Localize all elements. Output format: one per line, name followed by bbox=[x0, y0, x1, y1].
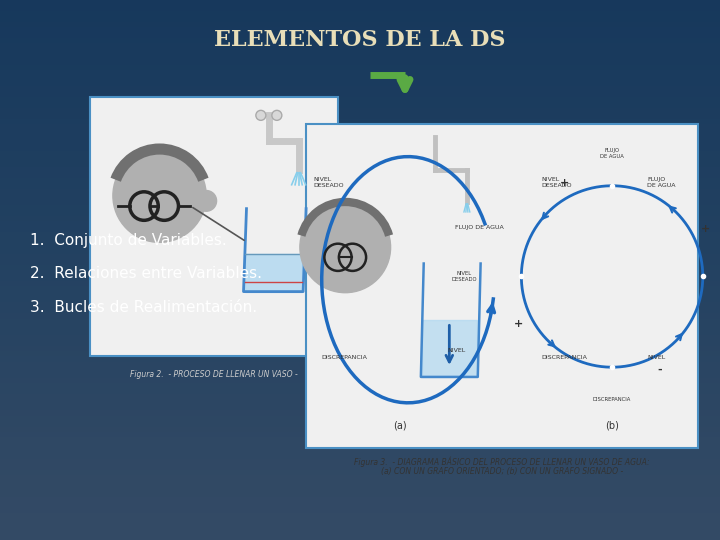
Circle shape bbox=[256, 110, 266, 120]
Circle shape bbox=[272, 110, 282, 120]
Circle shape bbox=[196, 191, 217, 211]
Text: DISCREPANCIA: DISCREPANCIA bbox=[541, 355, 588, 360]
Text: FLUJO
DE AGUA: FLUJO DE AGUA bbox=[647, 177, 676, 188]
Text: ELEMENTOS DE LA DS: ELEMENTOS DE LA DS bbox=[215, 29, 505, 51]
Text: (a) CON UN GRAFO ORIENTADO; (b) CON UN GRAFO SIGNADO -: (a) CON UN GRAFO ORIENTADO; (b) CON UN G… bbox=[381, 467, 624, 476]
Text: FLUJO
DE AGUA: FLUJO DE AGUA bbox=[600, 148, 624, 159]
Text: NIVEL
DESEADO: NIVEL DESEADO bbox=[451, 271, 477, 282]
Text: NIVEL: NIVEL bbox=[647, 355, 665, 360]
Text: DISCREPANCIA: DISCREPANCIA bbox=[322, 355, 368, 360]
Polygon shape bbox=[422, 320, 477, 377]
Text: FLUJO DE AGUA: FLUJO DE AGUA bbox=[455, 225, 504, 231]
Text: +: + bbox=[514, 319, 523, 329]
Text: 2.  Relaciones entre Variables.: 2. Relaciones entre Variables. bbox=[30, 267, 262, 281]
Text: -: - bbox=[657, 365, 662, 375]
Text: +: + bbox=[701, 224, 710, 234]
Circle shape bbox=[300, 202, 391, 293]
FancyBboxPatch shape bbox=[90, 97, 338, 356]
Circle shape bbox=[113, 149, 206, 242]
Text: NIVEL
DESEADO: NIVEL DESEADO bbox=[314, 177, 344, 188]
Text: (b): (b) bbox=[605, 421, 619, 430]
Text: (a): (a) bbox=[393, 421, 407, 430]
Text: Figura 3.  - DIAGRAMA BÁSICO DEL PROCESO DE LLENAR UN VASO DE AGUA:: Figura 3. - DIAGRAMA BÁSICO DEL PROCESO … bbox=[354, 456, 650, 467]
Text: 1.  Conjunto de Variables.: 1. Conjunto de Variables. bbox=[30, 233, 227, 247]
Text: NIVEL
DESEADO: NIVEL DESEADO bbox=[541, 177, 572, 188]
Text: NIVEL: NIVEL bbox=[447, 348, 466, 354]
Text: 3.  Bucles de Realimentación.: 3. Bucles de Realimentación. bbox=[30, 300, 257, 315]
Text: Figura 2.  - PROCESO DE LLENAR UN VASO -: Figura 2. - PROCESO DE LLENAR UN VASO - bbox=[130, 370, 298, 380]
Text: DISCREPANCIA: DISCREPANCIA bbox=[593, 397, 631, 402]
Text: +: + bbox=[560, 178, 569, 188]
Polygon shape bbox=[245, 254, 302, 292]
FancyBboxPatch shape bbox=[306, 124, 698, 448]
